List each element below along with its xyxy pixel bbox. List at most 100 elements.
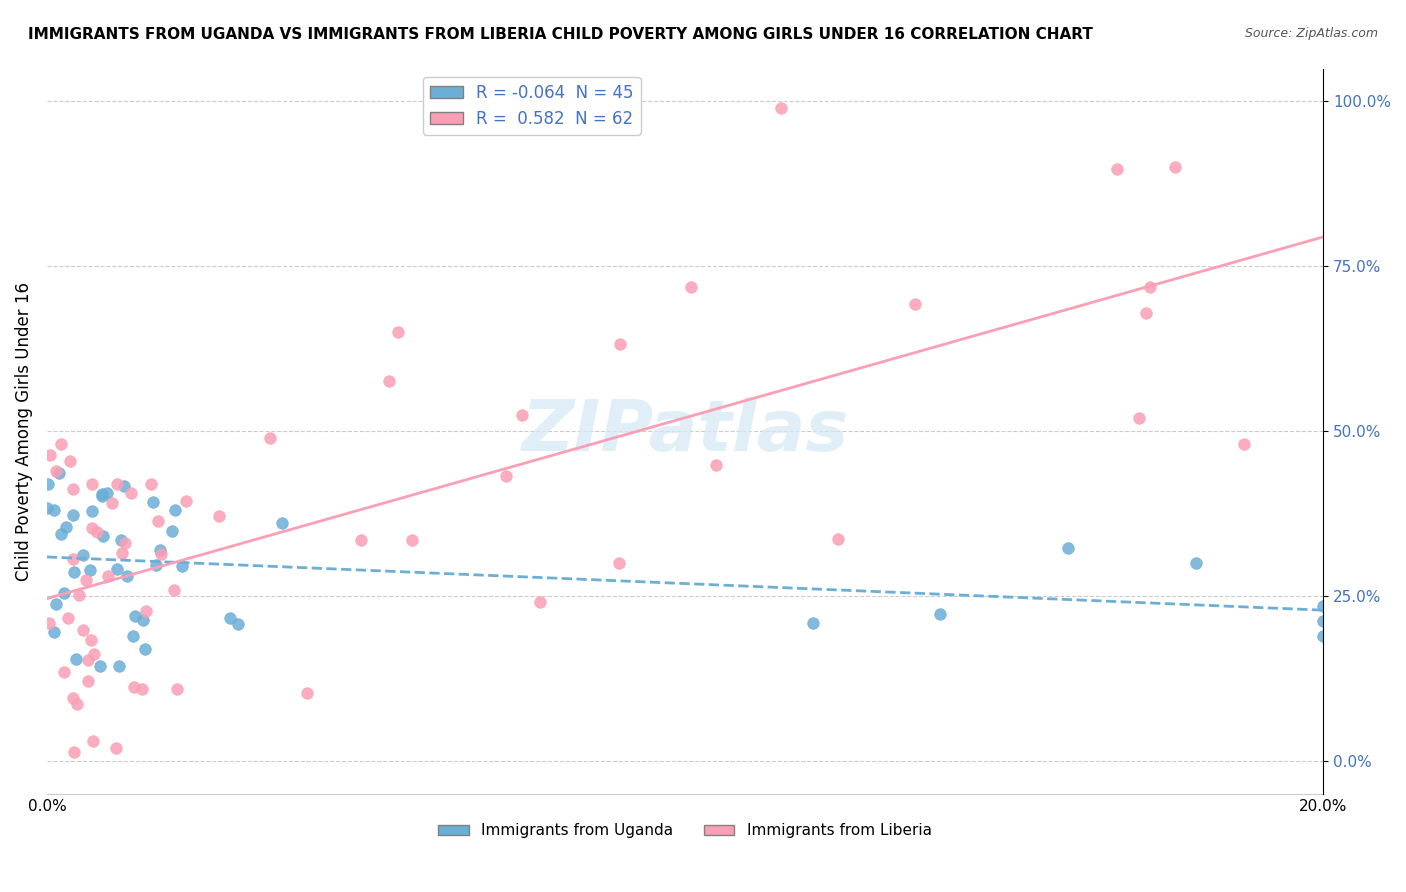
Point [510,409,533,423]
Point [350,533,373,547]
Point [259,431,281,445]
Point [110,533,132,548]
Point [67,588,90,602]
Point [101,496,124,510]
Point [76,653,98,667]
Point [122,680,145,694]
Point [39,448,62,462]
Point [105,561,128,575]
Point [903,297,925,311]
Text: Source: ZipAtlas.com: Source: ZipAtlas.com [1244,27,1378,40]
Point [704,458,727,472]
Text: IMMIGRANTS FROM UGANDA VS IMMIGRANTS FROM LIBERIA CHILD POVERTY AMONG GIRLS UNDE: IMMIGRANTS FROM UGANDA VS IMMIGRANTS FRO… [28,27,1092,42]
Point [165,503,187,517]
Point [529,594,551,608]
Point [827,532,849,546]
Point [48,466,70,480]
Point [42,625,65,640]
Point [89,659,111,673]
Point [769,101,792,115]
Point [132,613,155,627]
Point [49,437,72,451]
Point [108,659,131,673]
Point [55,520,77,534]
Point [93,529,115,543]
Point [1312,599,1334,614]
Point [401,533,423,547]
Point [37,500,59,515]
Point [82,734,104,748]
Point [79,563,101,577]
Point [142,495,165,509]
Point [82,477,104,491]
Point [62,690,84,705]
Point [52,586,75,600]
Point [163,582,186,597]
Point [1312,614,1334,628]
Point [160,524,183,538]
Point [117,569,139,583]
Point [111,546,134,560]
Y-axis label: Child Poverty Among Girls Under 16: Child Poverty Among Girls Under 16 [15,282,32,581]
Point [145,558,167,572]
Point [37,476,59,491]
Point [1184,557,1206,571]
Point [295,686,318,700]
Point [378,374,401,388]
Point [174,493,197,508]
Point [1233,437,1256,451]
Point [121,629,143,643]
Point [120,486,142,500]
Point [56,610,79,624]
Point [114,536,136,550]
Point [62,552,84,566]
Point [75,573,97,587]
Point [72,548,94,562]
Point [79,633,101,648]
Point [112,478,135,492]
Point [1164,160,1187,174]
Point [1139,280,1161,294]
Point [38,616,60,631]
Point [83,647,105,661]
Point [170,559,193,574]
Point [45,464,67,478]
Point [45,597,67,611]
Point [609,337,631,351]
Point [66,698,89,712]
Point [208,508,231,523]
Point [148,514,170,528]
Point [76,674,98,689]
Point [1057,541,1080,555]
Point [1107,161,1129,176]
Point [495,469,517,483]
Point [86,524,108,539]
Point [105,741,128,756]
Point [139,476,162,491]
Point [62,482,84,496]
Point [72,624,94,638]
Point [134,642,156,657]
Point [91,490,114,504]
Point [166,681,188,696]
Text: ZIPatlas: ZIPatlas [522,397,849,466]
Point [131,681,153,696]
Point [62,508,84,522]
Point [53,665,76,680]
Point [1312,629,1334,643]
Point [149,542,172,557]
Point [49,527,72,541]
Point [607,557,630,571]
Point [96,485,118,500]
Point [124,609,146,624]
Point [1135,306,1157,320]
Point [97,569,120,583]
Point [62,745,84,759]
Point [150,547,173,561]
Point [929,607,952,621]
Point [90,487,112,501]
Point [80,521,103,535]
Point [135,604,157,618]
Point [226,617,249,632]
Point [801,615,824,630]
